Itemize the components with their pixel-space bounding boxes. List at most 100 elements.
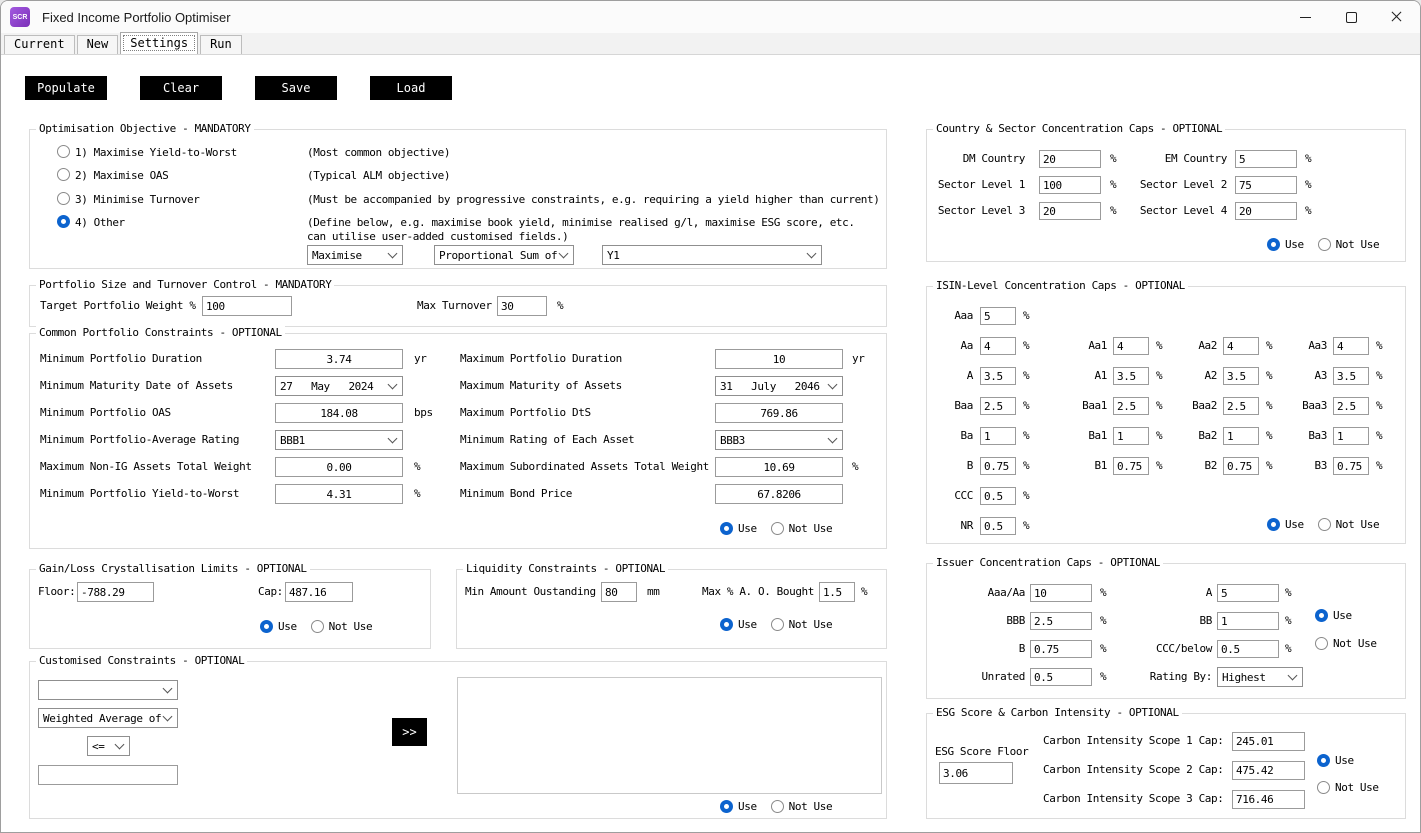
load-button[interactable]: Load: [370, 76, 452, 100]
close-icon[interactable]: [1374, 1, 1420, 33]
isin-use-radio[interactable]: [1267, 518, 1280, 531]
isin-cap-input[interactable]: [1333, 457, 1369, 475]
issuer-use-radio[interactable]: [1315, 609, 1328, 622]
custom-field-select[interactable]: [38, 680, 178, 700]
isin-cap-input[interactable]: [1333, 337, 1369, 355]
scope3-input[interactable]: [1232, 790, 1305, 809]
issuer-notuse-radio[interactable]: [1315, 637, 1328, 650]
objective-aggregation-select[interactable]: Proportional Sum of: [434, 245, 574, 265]
min-maturity-select[interactable]: 27 May 2024: [275, 376, 403, 396]
custom-use-radio[interactable]: [720, 800, 733, 813]
esg-use-radio[interactable]: [1317, 754, 1330, 767]
max-sub-input[interactable]: [715, 457, 843, 477]
isin-cap-input[interactable]: [1223, 397, 1259, 415]
target-weight-input[interactable]: [202, 296, 292, 316]
min-price-input[interactable]: [715, 484, 843, 504]
min-each-rating-select[interactable]: BBB3: [715, 430, 843, 450]
em-country-input[interactable]: [1235, 150, 1297, 168]
issuer-unrated-input[interactable]: [1030, 668, 1092, 686]
issuer-ccc-input[interactable]: [1217, 640, 1279, 658]
max-ao-input[interactable]: [819, 582, 855, 602]
country-notuse-radio[interactable]: [1317, 238, 1331, 251]
isin-cap-input[interactable]: [1223, 457, 1259, 475]
isin-cap-input[interactable]: [1223, 427, 1259, 445]
objective-option-1-radio[interactable]: [57, 145, 70, 158]
tab-settings[interactable]: Settings: [120, 32, 199, 54]
custom-method-select[interactable]: Weighted Average of: [38, 708, 178, 728]
isin-cap-input[interactable]: [1223, 337, 1259, 355]
isin-cap-input[interactable]: [1113, 457, 1149, 475]
issuer-aaa-input[interactable]: [1030, 584, 1092, 602]
gainloss-use-radio[interactable]: [260, 620, 273, 633]
issuer-b-input[interactable]: [1030, 640, 1092, 658]
isin-cap-input[interactable]: [1113, 337, 1149, 355]
isin-notuse-radio[interactable]: [1317, 518, 1331, 531]
esg-floor-input[interactable]: [939, 762, 1013, 784]
tab-new[interactable]: New: [76, 35, 119, 54]
isin-cap-input[interactable]: [980, 397, 1016, 415]
gainloss-notuse-radio[interactable]: [310, 620, 324, 633]
min-amount-input[interactable]: [601, 582, 637, 602]
issuer-bb-input[interactable]: [1217, 612, 1279, 630]
custom-value-input[interactable]: [38, 765, 178, 785]
scope1-input[interactable]: [1232, 732, 1305, 751]
issuer-a-input[interactable]: [1217, 584, 1279, 602]
sector4-input[interactable]: [1235, 202, 1297, 220]
custom-operator-select[interactable]: <=: [87, 736, 130, 756]
objective-option-4-radio[interactable]: [57, 215, 70, 228]
tab-run[interactable]: Run: [200, 35, 242, 54]
max-maturity-select[interactable]: 31 July 2046: [715, 376, 843, 396]
isin-cap-input[interactable]: [1113, 427, 1149, 445]
isin-cap-input[interactable]: [980, 487, 1016, 505]
max-dts-input[interactable]: [715, 403, 843, 423]
objective-field-select[interactable]: Y1: [602, 245, 822, 265]
add-constraint-button[interactable]: >>: [392, 718, 427, 746]
max-duration-input[interactable]: [715, 349, 843, 369]
isin-cap-input[interactable]: [980, 517, 1016, 535]
esg-notuse-radio[interactable]: [1317, 781, 1330, 794]
min-oas-input[interactable]: [275, 403, 403, 423]
isin-cap-input[interactable]: [1113, 367, 1149, 385]
issuer-bbb-input[interactable]: [1030, 612, 1092, 630]
common-notuse-radio[interactable]: [770, 522, 784, 535]
minimize-icon[interactable]: [1282, 1, 1328, 33]
liquidity-notuse-radio[interactable]: [770, 618, 784, 631]
isin-cap-input[interactable]: [980, 307, 1016, 325]
populate-button[interactable]: Populate: [25, 76, 107, 100]
isin-cap-input[interactable]: [1333, 367, 1369, 385]
common-use-radio[interactable]: [720, 522, 733, 535]
objective-option-3-radio[interactable]: [57, 192, 70, 205]
isin-cap-input[interactable]: [980, 427, 1016, 445]
isin-cap-input[interactable]: [980, 457, 1016, 475]
scope2-input[interactable]: [1232, 761, 1305, 780]
objective-direction-select[interactable]: Maximise: [307, 245, 403, 265]
liquidity-use-radio[interactable]: [720, 618, 733, 631]
isin-cap-input[interactable]: [980, 367, 1016, 385]
clear-button[interactable]: Clear: [140, 76, 222, 100]
isin-cap-input[interactable]: [1333, 397, 1369, 415]
cap-input[interactable]: [285, 582, 353, 602]
sector2-input[interactable]: [1235, 176, 1297, 194]
scope1-label: Carbon Intensity Scope 1 Cap:: [1043, 734, 1224, 747]
custom-constraints-list[interactable]: [457, 677, 882, 794]
max-turnover-input[interactable]: [497, 296, 547, 316]
rating-by-select[interactable]: Highest: [1217, 667, 1303, 687]
isin-cap-input[interactable]: [1223, 367, 1259, 385]
min-avg-rating-select[interactable]: BBB1: [275, 430, 403, 450]
isin-cap-input[interactable]: [980, 337, 1016, 355]
tab-current[interactable]: Current: [4, 35, 75, 54]
min-ytw-input[interactable]: [275, 484, 403, 504]
min-duration-input[interactable]: [275, 349, 403, 369]
maximize-icon[interactable]: [1328, 1, 1374, 33]
country-use-radio[interactable]: [1267, 238, 1280, 251]
save-button[interactable]: Save: [255, 76, 337, 100]
isin-cap-input[interactable]: [1113, 397, 1149, 415]
isin-cap-input[interactable]: [1333, 427, 1369, 445]
custom-notuse-radio[interactable]: [770, 800, 784, 813]
floor-input[interactable]: [77, 582, 154, 602]
sector1-input[interactable]: [1039, 176, 1101, 194]
objective-option-2-radio[interactable]: [57, 168, 70, 181]
dm-country-input[interactable]: [1039, 150, 1101, 168]
sector3-input[interactable]: [1039, 202, 1101, 220]
max-nonig-input[interactable]: [275, 457, 403, 477]
